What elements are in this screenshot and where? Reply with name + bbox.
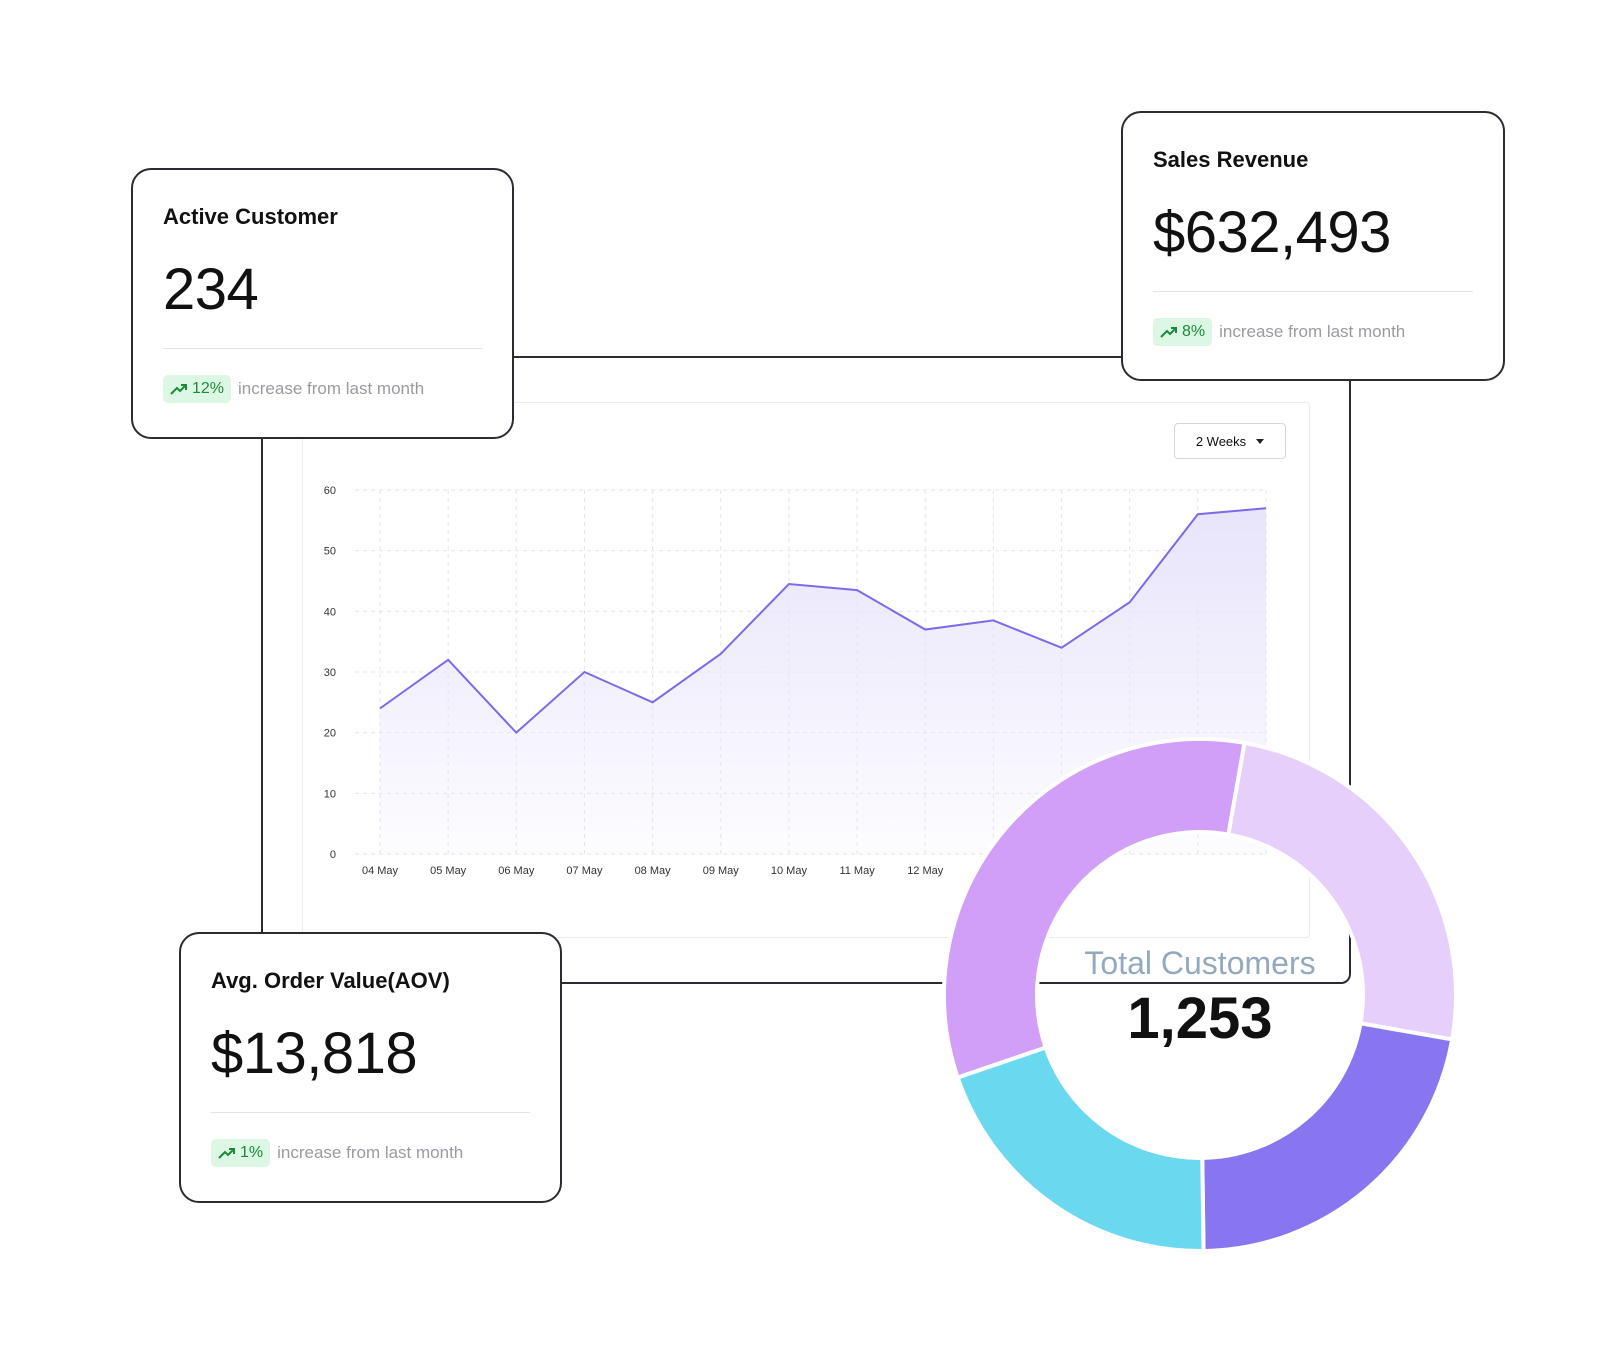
x-tick-label: 12 May: [907, 865, 944, 877]
donut-slice: [1200, 1020, 1455, 1254]
card-footer: 12% increase from last month: [163, 375, 424, 403]
donut-slice: [1225, 740, 1458, 1042]
donut-slice: [942, 737, 1247, 1081]
divider: [1153, 291, 1473, 292]
caret-down-icon: [1256, 438, 1265, 444]
change-value: 8%: [1182, 323, 1206, 340]
change-badge: 1%: [211, 1139, 271, 1167]
y-tick-label: 0: [330, 849, 336, 861]
y-tick-label: 30: [324, 667, 336, 679]
card-title: Active Customer: [163, 204, 338, 229]
change-value: 12%: [192, 380, 225, 397]
card-value: $13,818: [211, 1021, 418, 1086]
card-footer: 1% increase from last month: [211, 1139, 463, 1167]
y-tick-label: 50: [324, 546, 336, 558]
trend-up-icon: [1160, 327, 1177, 338]
card-value: 234: [163, 257, 259, 322]
change-note: increase from last month: [238, 379, 425, 398]
connector-line: [558, 982, 938, 984]
change-note: increase from last month: [277, 1143, 464, 1162]
x-tick-label: 08 May: [635, 865, 672, 877]
area-fill: [380, 508, 1266, 854]
x-tick-label: 07 May: [566, 865, 603, 877]
trend-up-icon: [218, 1148, 235, 1159]
card-footer: 8% increase from last month: [1153, 318, 1405, 346]
change-badge: 8%: [1153, 318, 1213, 346]
divider: [211, 1112, 530, 1113]
donut-value: 1,253: [1127, 986, 1273, 1051]
card-value: $632,493: [1153, 200, 1391, 265]
y-tick-label: 40: [324, 606, 336, 618]
change-badge: 12%: [163, 375, 232, 403]
divider: [163, 348, 482, 349]
x-tick-label: 05 May: [430, 865, 467, 877]
y-tick-label: 20: [324, 728, 336, 740]
change-value: 1%: [240, 1144, 264, 1161]
connector-line: [261, 434, 263, 936]
x-tick-label: 06 May: [498, 865, 535, 877]
donut-title: Total Customers: [1084, 945, 1316, 981]
x-tick-label: 10 May: [771, 865, 808, 877]
active-customer-card: Active Customer 234 12% increase from la…: [131, 168, 514, 439]
range-dropdown-label: 2 Weeks: [1195, 433, 1247, 449]
x-tick-label: 11 May: [839, 865, 875, 877]
change-note: increase from last month: [1219, 322, 1406, 341]
card-title: Avg. Order Value(AOV): [211, 968, 450, 993]
aov-card: Avg. Order Value(AOV) $13,818 1% increas…: [179, 932, 562, 1203]
trend-up-icon: [170, 384, 187, 395]
donut-chart: [942, 737, 1458, 1254]
card-title: Sales Revenue: [1153, 147, 1309, 172]
series-line: [379, 507, 1267, 735]
range-dropdown[interactable]: 2 Weeks: [1174, 423, 1286, 459]
total-customers-donut: [940, 735, 1460, 1255]
y-tick-label: 60: [324, 485, 336, 497]
y-tick-label: 10: [324, 788, 336, 800]
sales-revenue-card: Sales Revenue $632,493 8% increase from …: [1121, 111, 1505, 381]
donut-slice: [955, 1044, 1206, 1253]
x-tick-label: 09 May: [703, 865, 740, 877]
x-tick-label: 04 May: [362, 865, 399, 877]
